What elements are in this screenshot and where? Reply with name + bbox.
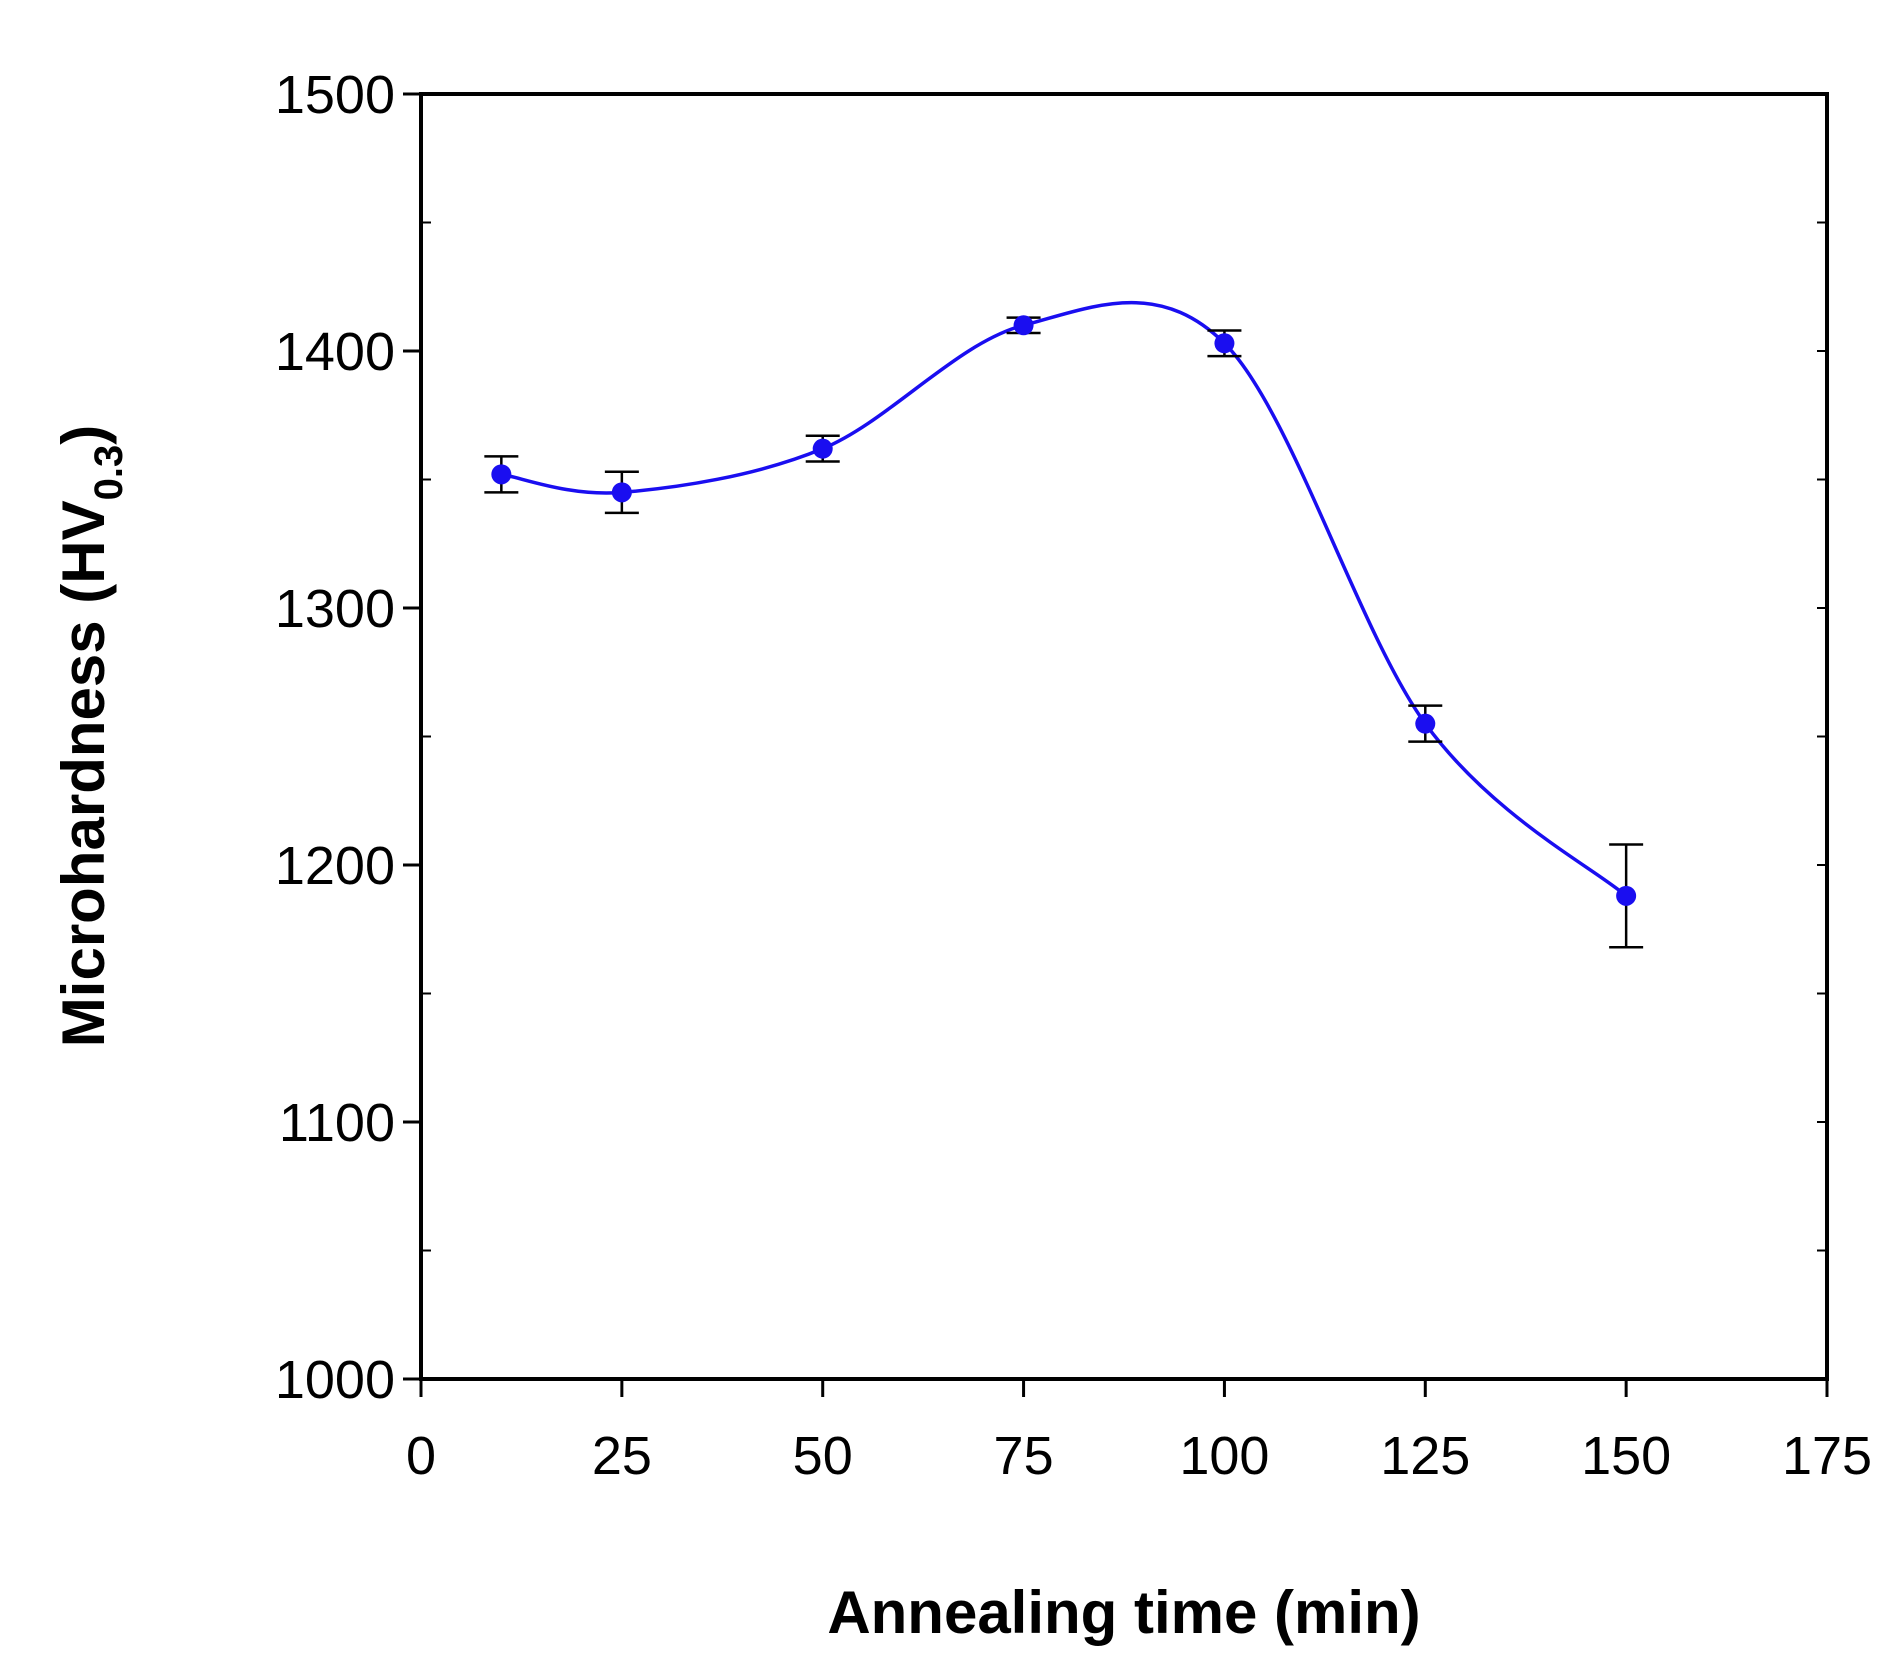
y-tick-label: 1100: [279, 1093, 395, 1153]
y-axis-title-suffix: ): [50, 425, 117, 445]
y-axis-title-group: Microhardness (HV0.3): [50, 425, 131, 1047]
x-tick-label: 150: [1581, 1426, 1671, 1486]
y-axis-tick-labels: 1000 1100 1200 1300 1400 1500: [275, 65, 395, 1410]
data-points: [491, 315, 1637, 906]
data-point: [611, 482, 632, 503]
y-tick-label: 1000: [275, 1350, 395, 1410]
y-tick-label: 1400: [275, 322, 395, 382]
y-axis-ticks: [403, 92, 1827, 1381]
data-point: [1013, 315, 1034, 336]
y-axis-title-main: Microhardness (HV: [50, 500, 117, 1047]
data-point: [812, 438, 833, 459]
error-bars: [484, 316, 1644, 949]
x-tick-label: 0: [406, 1426, 436, 1486]
series-layer: [501, 300, 1628, 898]
x-tick-label: 25: [592, 1426, 652, 1486]
data-point: [1214, 333, 1235, 354]
x-tick-label: 125: [1380, 1426, 1470, 1486]
y-axis-title-subscript: 0.3: [87, 445, 131, 501]
y-tick-label: 1500: [275, 65, 395, 125]
x-tick-label: 75: [994, 1426, 1054, 1486]
x-tick-label: 100: [1179, 1426, 1269, 1486]
y-axis-title: Microhardness (HV0.3): [50, 425, 131, 1047]
data-point: [1415, 713, 1436, 734]
series-line-microhardness: [501, 300, 1628, 898]
data-point: [491, 464, 512, 485]
y-tick-label: 1200: [275, 836, 395, 896]
data-point: [1616, 885, 1637, 906]
x-axis-title: Annealing time (min): [827, 1579, 1420, 1646]
x-axis-ticks: [419, 1379, 1829, 1397]
plot-area-frame: [419, 92, 1829, 1381]
y-tick-label: 1300: [275, 579, 395, 639]
x-tick-label: 175: [1782, 1426, 1872, 1486]
x-axis-tick-labels: 0 25 50 75 100 125 150 175: [406, 1426, 1872, 1486]
x-tick-label: 50: [793, 1426, 853, 1486]
